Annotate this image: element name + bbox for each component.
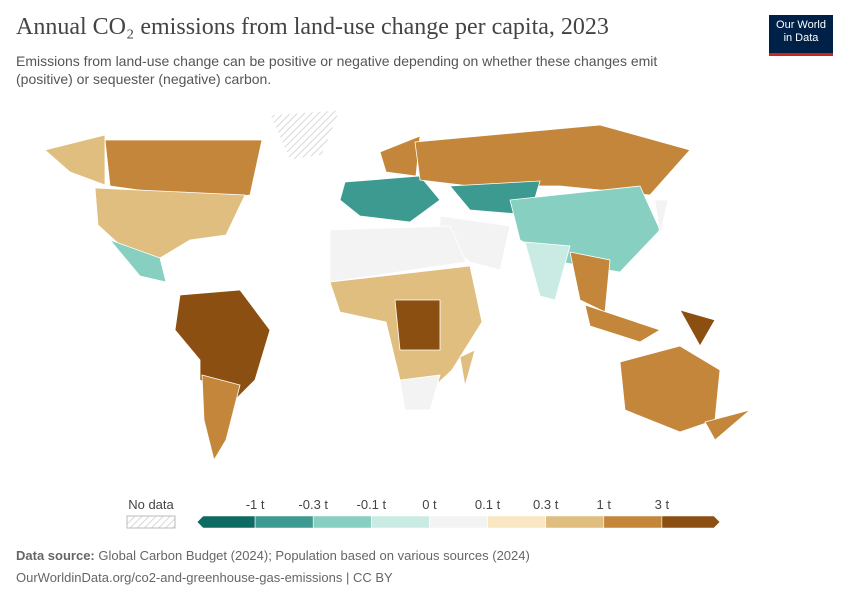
legend-label: 1 t (597, 497, 612, 512)
legend-swatch (545, 515, 605, 529)
subtitle: Emissions from land-use change can be po… (16, 53, 658, 87)
legend-swatch (312, 515, 372, 529)
country (394, 299, 441, 351)
countries (44, 109, 751, 462)
logo-line: Our World (776, 19, 826, 31)
source-text: Global Carbon Budget (2024); Population … (98, 548, 530, 563)
country (44, 134, 106, 186)
legend-swatch (371, 515, 430, 529)
legend-label: 0 t (422, 497, 437, 512)
legend-label: 0.3 t (533, 497, 559, 512)
country (94, 187, 246, 259)
legend-label: -1 t (246, 497, 265, 512)
source: Data source: Global Carbon Budget (2024)… (16, 548, 530, 563)
source-label: Data source: (16, 548, 95, 563)
country (399, 374, 441, 411)
legend-swatch (196, 515, 256, 529)
legend-swatch (661, 515, 721, 529)
logo[interactable]: Our World in Data (769, 15, 833, 56)
country (704, 409, 751, 441)
legend-label: -0.3 t (298, 497, 328, 512)
legend-label: 0.1 t (475, 497, 501, 512)
legend-swatch (487, 515, 546, 529)
country (584, 304, 661, 343)
legend-swatch (603, 515, 663, 529)
legend-no-data-label: No data (128, 497, 174, 512)
country (339, 175, 441, 223)
country (329, 225, 467, 283)
url: OurWorldinData.org/co2-and-greenhouse-ga… (16, 570, 393, 585)
legend-label: -0.1 t (357, 497, 387, 512)
country (619, 345, 721, 433)
logo-line: in Data (783, 32, 819, 44)
country (201, 374, 241, 462)
legend-swatch (429, 515, 488, 529)
legend-swatch (254, 515, 314, 529)
country (654, 199, 669, 237)
country (459, 349, 476, 387)
country (569, 251, 611, 313)
country (379, 135, 421, 177)
country (108, 239, 167, 283)
country (524, 241, 571, 301)
legend-no-data-swatch (126, 515, 176, 529)
country (269, 109, 341, 161)
legend: No data -1 t -0.3 t -0.1 t 0 t 0.1 t 0.3 t 1 t… (126, 497, 721, 529)
map: No data -1 t -0.3 t -0.1 t 0 t 0.1 t 0.3 t 1 t… (44, 109, 751, 529)
title: Annual CO₂ emissions from land-use chang… (16, 14, 609, 40)
country (679, 309, 716, 347)
country (414, 124, 691, 196)
legend-label: 3 t (655, 497, 670, 512)
